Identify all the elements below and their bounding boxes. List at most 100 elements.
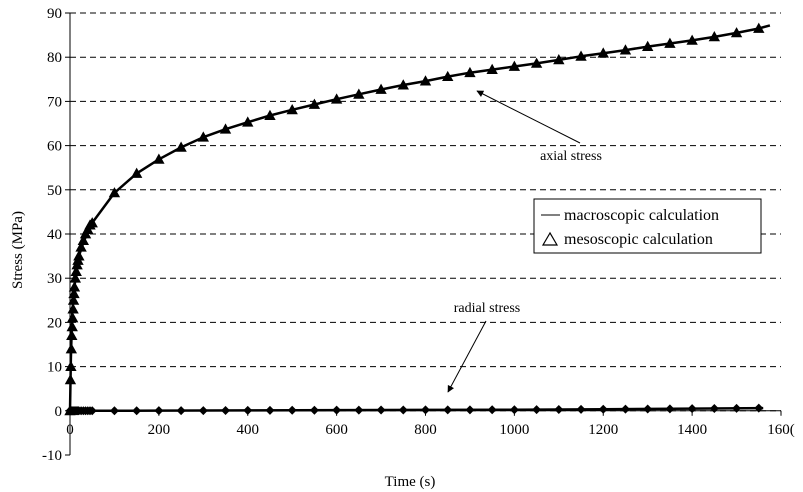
- triangle-marker: [375, 83, 387, 94]
- x-tick-label: 160(: [767, 422, 795, 438]
- triangle-marker: [575, 50, 587, 61]
- y-tick-label: 0: [55, 404, 63, 420]
- triangle-marker: [69, 272, 82, 283]
- y-tick-label: 60: [47, 139, 62, 155]
- diamond-marker: [265, 405, 275, 415]
- diamond-marker: [687, 404, 697, 414]
- triangle-marker: [619, 44, 632, 55]
- diamond-marker: [87, 406, 97, 416]
- diamond-marker: [598, 404, 608, 414]
- y-tick-label: 10: [47, 360, 62, 376]
- y-tick-label: 30: [47, 271, 62, 287]
- y-tick-label: 50: [47, 183, 62, 199]
- diamond-marker: [243, 405, 253, 415]
- diamond-marker: [221, 405, 231, 415]
- diamond-marker: [620, 404, 630, 414]
- diamond-marker: [287, 405, 297, 415]
- triangle-marker: [175, 141, 187, 152]
- diamond-marker: [643, 404, 653, 414]
- diamond-marker: [176, 406, 186, 416]
- x-tick-label: 0: [66, 422, 74, 438]
- triangle-marker: [264, 109, 276, 120]
- legend-label-macroscopic: macroscopic calculation: [564, 207, 719, 224]
- triangle-marker: [65, 360, 77, 372]
- x-tick-label: 200: [148, 422, 171, 438]
- triangle-marker: [730, 27, 743, 38]
- triangle-marker: [486, 63, 498, 74]
- y-tick-labels: -10 0 10 20 30 40 50 60 70 80 90: [42, 6, 62, 464]
- triangle-marker: [597, 47, 609, 58]
- data-series: [64, 22, 771, 416]
- triangle-marker: [530, 57, 543, 68]
- triangle-marker: [642, 40, 654, 51]
- annotations: axial stress radial stress: [447, 90, 602, 393]
- diamond-marker: [487, 405, 497, 415]
- triangle-marker: [108, 187, 121, 198]
- legend-label-mesoscopic: mesoscopic calculation: [564, 231, 713, 248]
- triangle-marker: [686, 34, 698, 45]
- triangle-marker: [130, 167, 143, 178]
- triangle-marker: [70, 265, 82, 276]
- triangle-marker: [66, 312, 79, 323]
- triangle-marker: [66, 329, 78, 341]
- x-tick-label: 800: [414, 422, 437, 438]
- diamond-marker: [421, 405, 430, 415]
- diamond-marker: [665, 404, 675, 414]
- triangle-marker: [153, 153, 165, 164]
- diamond-marker: [754, 403, 764, 413]
- triangle-marker: [442, 70, 454, 82]
- triangle-marker: [353, 88, 365, 99]
- triangle-marker: [75, 241, 87, 252]
- triangle-marker: [419, 75, 432, 86]
- triangle-marker: [397, 79, 409, 90]
- triangle-marker: [753, 22, 765, 33]
- diamond-marker: [443, 405, 453, 415]
- triangle-marker: [708, 31, 721, 42]
- y-tick-label: 90: [47, 6, 62, 22]
- x-tick-labels: 0 200 400 600 800 1000 1200 1400 160(: [66, 422, 795, 438]
- diamond-marker: [732, 403, 742, 413]
- triangle-marker: [68, 281, 81, 292]
- triangle-marker: [67, 303, 79, 314]
- triangle-marker: [86, 217, 98, 228]
- diamond-marker: [376, 405, 386, 415]
- triangle-marker: [66, 320, 78, 332]
- annotation-arrow: [447, 320, 487, 393]
- diamond-marker: [332, 405, 342, 415]
- triangle-marker: [508, 60, 521, 71]
- diamond-marker: [465, 405, 475, 415]
- x-axis-title: Time (s): [385, 474, 436, 490]
- x-tick-label: 600: [325, 422, 348, 438]
- x-tick-label: 1400: [677, 422, 707, 438]
- diamond-marker: [554, 404, 564, 414]
- diamond-marker: [154, 406, 164, 416]
- y-axis-title: Stress (MPa): [10, 211, 26, 289]
- triangle-marker: [464, 66, 476, 78]
- triangle-marker: [64, 374, 77, 385]
- diamond-marker: [509, 405, 519, 415]
- triangle-marker: [65, 343, 78, 354]
- annotation-radial-stress: radial stress: [454, 301, 520, 316]
- x-tick-label: 400: [237, 422, 260, 438]
- x-tick-label: 1000: [499, 422, 529, 438]
- legend-triangle-swatch: [541, 231, 559, 246]
- diamond-marker: [532, 405, 542, 415]
- triangle-marker: [286, 103, 298, 115]
- triangle-marker: [664, 37, 676, 48]
- diamond-marker: [109, 406, 119, 416]
- diamond-marker: [709, 404, 719, 414]
- triangle-marker: [330, 93, 343, 104]
- y-tick-label: 80: [47, 50, 62, 66]
- x-tick-label: 1200: [588, 422, 618, 438]
- annotation-axial-stress: axial stress: [540, 149, 602, 164]
- triangle-marker: [219, 123, 232, 134]
- diamond-marker: [398, 405, 408, 415]
- annotation-arrow: [476, 90, 581, 144]
- diamond-marker: [198, 406, 208, 416]
- legend: macroscopic calculation mesoscopic calcul…: [533, 198, 762, 254]
- y-tick-label: 70: [47, 94, 62, 110]
- y-tick-label: -10: [42, 448, 62, 464]
- triangle-marker: [68, 287, 80, 299]
- diamond-marker: [309, 405, 319, 415]
